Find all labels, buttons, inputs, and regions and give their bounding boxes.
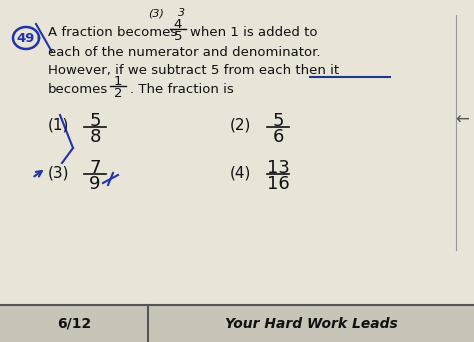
Text: 49: 49 — [17, 31, 35, 44]
Text: Your Hard Work Leads: Your Hard Work Leads — [225, 316, 397, 330]
Text: 7: 7 — [89, 159, 101, 177]
Text: ←: ← — [455, 111, 469, 129]
Text: 16: 16 — [266, 175, 289, 193]
Text: 1: 1 — [114, 75, 122, 88]
Text: each of the numerator and denominator.: each of the numerator and denominator. — [48, 46, 320, 59]
Text: when 1 is added to: when 1 is added to — [190, 26, 318, 39]
Text: (3): (3) — [148, 8, 164, 18]
Text: 5: 5 — [272, 112, 284, 130]
Text: 3: 3 — [178, 8, 185, 18]
Text: 6/12: 6/12 — [57, 316, 91, 330]
Text: (4): (4) — [230, 165, 251, 180]
Text: 4: 4 — [174, 18, 182, 31]
Text: 5: 5 — [89, 112, 101, 130]
Text: 9: 9 — [89, 175, 101, 193]
Text: A fraction becomes: A fraction becomes — [48, 26, 177, 39]
Bar — [0, 305, 474, 342]
Text: 6: 6 — [272, 128, 283, 146]
Text: 13: 13 — [266, 159, 290, 177]
Text: (2): (2) — [230, 118, 251, 133]
Text: (3): (3) — [48, 165, 70, 180]
Text: 5: 5 — [174, 30, 182, 43]
Text: (1): (1) — [48, 118, 69, 133]
Text: 2: 2 — [114, 87, 122, 100]
Text: 8: 8 — [89, 128, 100, 146]
Text: . The fraction is: . The fraction is — [130, 83, 234, 96]
Text: However, if we subtract 5 from each then it: However, if we subtract 5 from each then… — [48, 64, 339, 77]
Text: becomes: becomes — [48, 83, 108, 96]
